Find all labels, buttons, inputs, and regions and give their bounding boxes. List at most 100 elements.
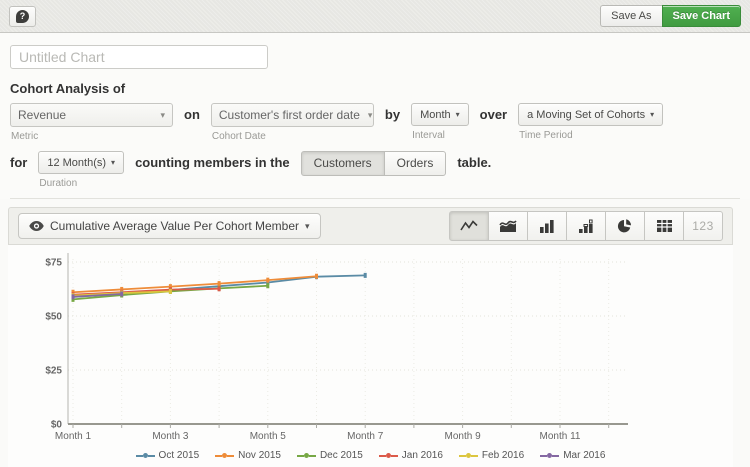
chart-type-bar-button[interactable]: [527, 211, 567, 241]
interval-dropdown[interactable]: Month ▾: [411, 103, 469, 126]
line-chart-icon: [460, 220, 478, 231]
chevron-down-icon: ▾: [160, 109, 165, 120]
save-chart-button[interactable]: Save Chart: [661, 5, 741, 27]
data-point[interactable]: [168, 288, 172, 294]
for-word: for: [10, 155, 28, 170]
area-chart-icon: [499, 220, 517, 232]
data-point[interactable]: [120, 291, 124, 297]
chart-type-group: 123: [449, 211, 723, 241]
data-point[interactable]: [71, 294, 75, 300]
chart-toolbar: Cumulative Average Value Per Cohort Memb…: [8, 207, 733, 245]
chart-title-input[interactable]: [10, 45, 268, 69]
table-word: table.: [457, 155, 492, 170]
chart-type-area-button[interactable]: [488, 211, 528, 241]
legend-label: Mar 2016: [563, 450, 606, 461]
chart-legend: Oct 2015 Nov 2015 Dec 2015 Jan 2016 Feb 2016…: [8, 448, 733, 467]
table-icon: [656, 220, 672, 232]
chart-builder-section: Cohort Analysis of Revenue ▾ Metric on C…: [0, 33, 750, 199]
cohort-date-label: Cohort Date: [211, 131, 266, 142]
table-toggle-orders[interactable]: Orders: [383, 151, 447, 176]
stacked-bar-chart-icon: [579, 219, 593, 233]
help-button[interactable]: ?: [9, 5, 36, 27]
legend-marker: [458, 453, 478, 458]
legend-item-feb-2016[interactable]: Feb 2016: [458, 450, 525, 461]
legend-marker: [296, 453, 316, 458]
cohort-line-chart: $0 $25 $50 $75 Month 1 Month 3 Month 5 Month 7 M…: [45, 253, 628, 442]
legend-label: Feb 2016: [481, 450, 525, 461]
chevron-down-icon: ▾: [650, 110, 655, 119]
x-axis-tick-label: Month 11: [540, 431, 581, 442]
metric-select[interactable]: Revenue ▾: [10, 103, 173, 127]
save-as-button[interactable]: Save As: [600, 5, 663, 27]
data-point[interactable]: [71, 296, 75, 302]
chart-type-pie-button[interactable]: [605, 211, 645, 241]
interval-value: Month: [420, 108, 451, 121]
series-visibility-label: Cumulative Average Value Per Cohort Memb…: [50, 219, 300, 233]
x-axis-tick-label: Month 5: [250, 431, 287, 442]
data-point[interactable]: [217, 286, 221, 292]
chart-type-line-button[interactable]: [449, 211, 489, 241]
series-line-jan-2016[interactable]: [72, 287, 220, 296]
chart-type-numbers-button[interactable]: 123: [683, 211, 723, 241]
legend-marker: [378, 453, 398, 458]
time-period-dropdown[interactable]: a Moving Set of Cohorts ▾: [518, 103, 664, 126]
y-axis-tick-label: $75: [45, 258, 62, 269]
counting-members-text: counting members in the: [135, 155, 290, 170]
section-divider: [10, 198, 740, 199]
chart-type-table-button[interactable]: [644, 211, 684, 241]
help-question-icon: ?: [16, 9, 29, 23]
chevron-down-icon: ▾: [305, 220, 310, 231]
x-axis-tick-label: Month 1: [55, 431, 92, 442]
cohort-analysis-heading: Cohort Analysis of: [10, 81, 126, 96]
top-bar: ? Save As Save Chart: [0, 0, 750, 33]
duration-label: Duration: [39, 178, 78, 189]
table-toggle-customers[interactable]: Customers: [300, 151, 385, 176]
chart-area: $0 $25 $50 $75 Month 1 Month 3 Month 5 Month 7 M…: [8, 245, 733, 467]
chart-panel: Cumulative Average Value Per Cohort Memb…: [8, 207, 733, 467]
x-axis-tick-label: Month 3: [152, 431, 189, 442]
x-axis-tick-label: Month 9: [445, 431, 482, 442]
data-point[interactable]: [217, 281, 221, 287]
y-axis-tick-label: $50: [45, 312, 62, 323]
legend-item-dec-2015[interactable]: Dec 2015: [296, 450, 363, 461]
chart-type-stacked-bar-button[interactable]: [566, 211, 606, 241]
legend-item-mar-2016[interactable]: Mar 2016: [540, 450, 605, 461]
legend-item-oct-2015[interactable]: Oct 2015: [135, 450, 200, 461]
metric-value: Revenue: [18, 108, 67, 122]
eye-icon: [29, 221, 44, 231]
legend-label: Oct 2015: [158, 450, 200, 461]
legend-item-nov-2015[interactable]: Nov 2015: [215, 450, 281, 461]
legend-marker: [215, 453, 235, 458]
time-period-value: a Moving Set of Cohorts: [527, 108, 646, 121]
series-visibility-dropdown[interactable]: Cumulative Average Value Per Cohort Memb…: [18, 213, 321, 239]
on-word: on: [184, 107, 200, 122]
y-axis-tick-label: $0: [51, 420, 63, 431]
cohort-date-select[interactable]: Customer's first order date ▾: [210, 103, 374, 127]
time-period-label: Time Period: [519, 130, 573, 141]
series-line-nov-2015[interactable]: [72, 275, 317, 294]
chevron-down-icon: ▾: [455, 110, 460, 119]
data-point[interactable]: [120, 286, 124, 292]
data-point[interactable]: [266, 283, 270, 289]
pie-chart-icon: [617, 219, 632, 233]
legend-label: Jan 2016: [401, 450, 443, 461]
data-point[interactable]: [266, 277, 270, 283]
cohort-date-value: Customer's first order date: [218, 108, 360, 122]
data-point[interactable]: [168, 284, 172, 290]
bar-chart-icon: [540, 220, 554, 233]
duration-value: 12 Month(s): [47, 156, 107, 169]
series-line-mar-2016[interactable]: [72, 293, 122, 298]
y-axis-tick-label: $25: [45, 366, 62, 377]
data-point[interactable]: [315, 273, 318, 279]
builder-row-1: Revenue ▾ Metric on Customer's first ord…: [10, 103, 740, 142]
builder-row-2: for 12 Month(s) ▾ Duration counting memb…: [10, 151, 740, 189]
legend-item-jan-2016[interactable]: Jan 2016: [378, 450, 443, 461]
table-toggle: Customers Orders: [300, 151, 447, 176]
by-word: by: [384, 107, 401, 122]
legend-label: Nov 2015: [238, 450, 281, 461]
duration-dropdown[interactable]: 12 Month(s) ▾: [38, 151, 125, 174]
data-point[interactable]: [363, 272, 367, 278]
chevron-down-icon: ▾: [367, 109, 373, 120]
chevron-down-icon: ▾: [111, 158, 116, 167]
x-axis-tick-label: Month 7: [347, 431, 384, 442]
